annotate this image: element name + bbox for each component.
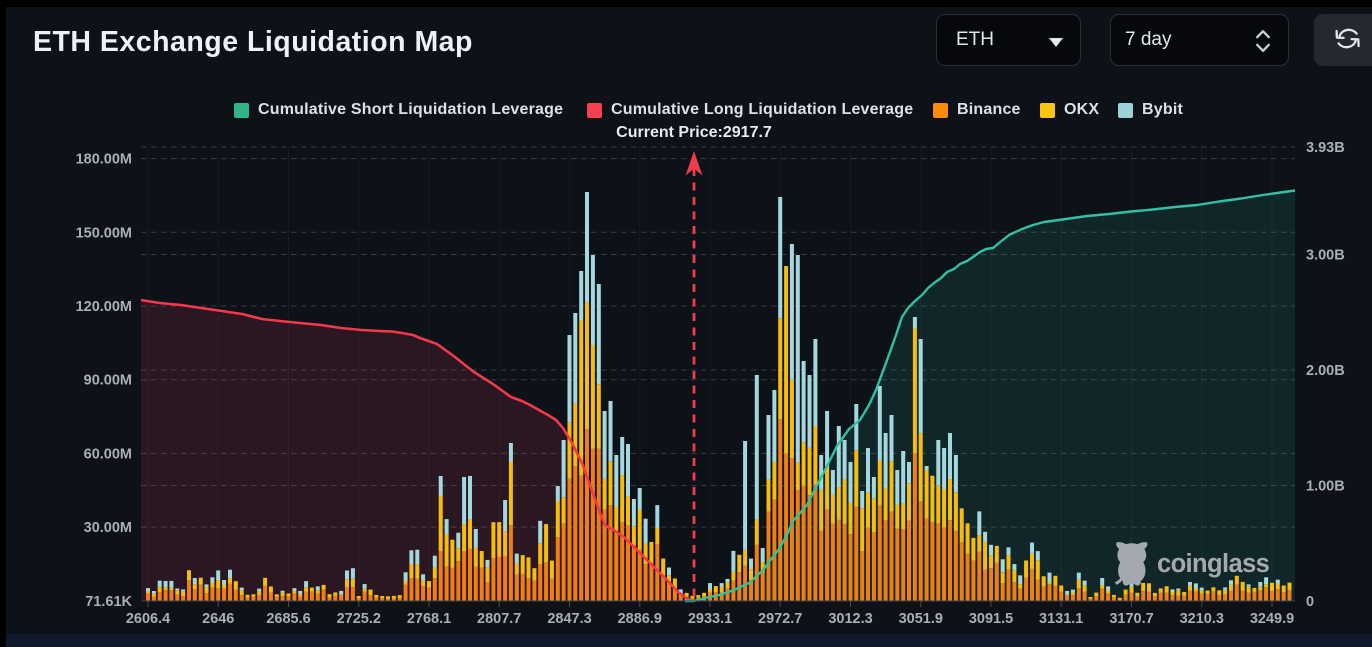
svg-text:90.00M: 90.00M: [84, 373, 132, 389]
svg-text:60.00M: 60.00M: [84, 446, 132, 462]
svg-text:3051.9: 3051.9: [899, 611, 943, 627]
svg-text:2646: 2646: [202, 611, 234, 627]
svg-text:2725.2: 2725.2: [337, 611, 381, 627]
svg-text:30.00M: 30.00M: [84, 520, 132, 536]
svg-text:2807.7: 2807.7: [477, 611, 521, 627]
svg-text:3170.7: 3170.7: [1109, 611, 1153, 627]
svg-text:coinglass: coinglass: [1157, 550, 1270, 578]
svg-text:120.00M: 120.00M: [76, 299, 132, 315]
svg-text:3091.5: 3091.5: [969, 611, 1013, 627]
svg-text:2606.4: 2606.4: [126, 611, 170, 627]
svg-text:2847.3: 2847.3: [547, 611, 591, 627]
svg-text:150.00M: 150.00M: [76, 225, 132, 241]
svg-text:71.61K: 71.61K: [85, 594, 132, 610]
svg-text:2768.1: 2768.1: [407, 611, 451, 627]
svg-text:3249.9: 3249.9: [1250, 611, 1294, 627]
svg-text:3.93B: 3.93B: [1306, 140, 1345, 156]
svg-text:2.00B: 2.00B: [1306, 363, 1345, 379]
svg-text:2972.7: 2972.7: [758, 611, 802, 627]
svg-text:3012.3: 3012.3: [828, 611, 872, 627]
svg-text:3210.3: 3210.3: [1180, 611, 1224, 627]
svg-text:0: 0: [1306, 594, 1314, 610]
svg-text:2886.9: 2886.9: [618, 611, 662, 627]
svg-text:1.00B: 1.00B: [1306, 479, 1345, 495]
svg-text:2685.6: 2685.6: [266, 611, 310, 627]
svg-text:3.00B: 3.00B: [1306, 248, 1345, 264]
svg-text:180.00M: 180.00M: [76, 152, 132, 168]
svg-text:3131.1: 3131.1: [1039, 611, 1083, 627]
svg-text:2933.1: 2933.1: [688, 611, 732, 627]
